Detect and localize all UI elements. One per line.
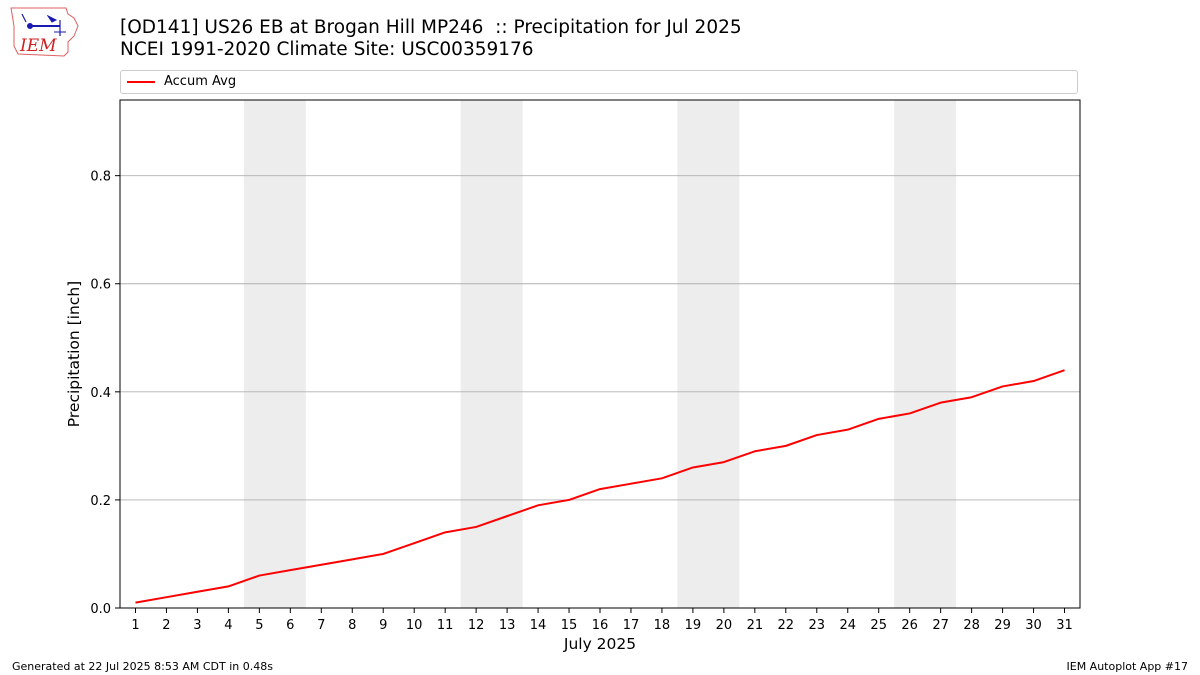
x-tick-label: 25 <box>870 618 887 633</box>
weekend-bands <box>243 100 957 608</box>
x-tick-label: 5 <box>255 618 263 633</box>
x-tick-label: 13 <box>499 618 516 633</box>
legend-label-accum-avg: Accum Avg <box>164 74 237 89</box>
x-tick-label: 27 <box>932 618 949 633</box>
legend-swatch-accum-avg <box>127 81 155 83</box>
x-tick-label: 12 <box>468 618 485 633</box>
x-tick-label: 11 <box>437 618 454 633</box>
x-tick-label: 17 <box>623 618 640 633</box>
x-tick-label: 18 <box>654 618 671 633</box>
series-line-accum-avg <box>135 369 1065 604</box>
x-tick-label: 21 <box>747 618 764 633</box>
x-axis-label: July 2025 <box>563 635 636 653</box>
weekend-band-2 <box>677 100 740 608</box>
footer-app-name: IEM Autoplot App #17 <box>1066 660 1189 673</box>
y-axis-ticks: 0.0 0.2 0.4 0.6 0.8 <box>90 170 120 617</box>
x-tick-label: 29 <box>994 618 1011 633</box>
x-tick-label: 20 <box>716 618 733 633</box>
y-gridlines <box>120 175 1080 501</box>
y-tick-label: 0.4 <box>90 386 111 401</box>
y-tick-label: 0.6 <box>90 278 111 293</box>
x-tick-label: 22 <box>778 618 795 633</box>
iem-logo: IEM <box>10 7 79 57</box>
chart-title: [OD141] US26 EB at Brogan Hill MP246 :: … <box>120 17 742 38</box>
x-tick-label: 28 <box>963 618 980 633</box>
x-tick-label: 30 <box>1025 618 1042 633</box>
x-tick-label: 3 <box>193 618 201 633</box>
weekend-band-3 <box>894 100 957 608</box>
x-tick-label: 23 <box>809 618 826 633</box>
series-layer <box>135 369 1065 604</box>
x-tick-label: 8 <box>348 618 356 633</box>
x-tick-label: 15 <box>561 618 578 633</box>
iowa-outline-icon <box>10 7 79 57</box>
weekend-band-0 <box>243 100 306 608</box>
x-tick-label: 16 <box>592 618 609 633</box>
y-tick-label: 0.2 <box>90 494 111 509</box>
y-tick-label: 0.8 <box>90 170 111 185</box>
y-tick-label: 0.0 <box>90 602 111 617</box>
x-tick-label: 7 <box>317 618 325 633</box>
x-tick-label: 4 <box>224 618 232 633</box>
x-tick-label: 14 <box>530 618 547 633</box>
footer-generated: Generated at 22 Jul 2025 8:53 AM CDT in … <box>12 660 273 673</box>
x-tick-label: 24 <box>839 618 856 633</box>
x-tick-label: 31 <box>1056 618 1073 633</box>
x-tick-label: 10 <box>406 618 423 633</box>
x-tick-label: 6 <box>286 618 294 633</box>
x-axis-ticks: 1 2 3 4 5 6 7 8 9 10 11 12 13 14 15 16 17 18 19 20 21 22 23 24 2… <box>131 608 1073 633</box>
y-axis-label: Precipitation [inch] <box>65 281 83 427</box>
x-tick-label: 1 <box>131 618 139 633</box>
x-tick-label: 26 <box>901 618 918 633</box>
x-tick-label: 2 <box>162 618 170 633</box>
x-tick-label: 19 <box>685 618 702 633</box>
legend: Accum Avg <box>120 70 1078 94</box>
chart-subtitle: NCEI 1991-2020 Climate Site: USC00359176 <box>120 39 534 60</box>
x-tick-label: 9 <box>379 618 387 633</box>
logo-text: IEM <box>19 36 57 56</box>
weather-vane-icon <box>21 13 66 36</box>
weekend-band-1 <box>460 100 523 608</box>
